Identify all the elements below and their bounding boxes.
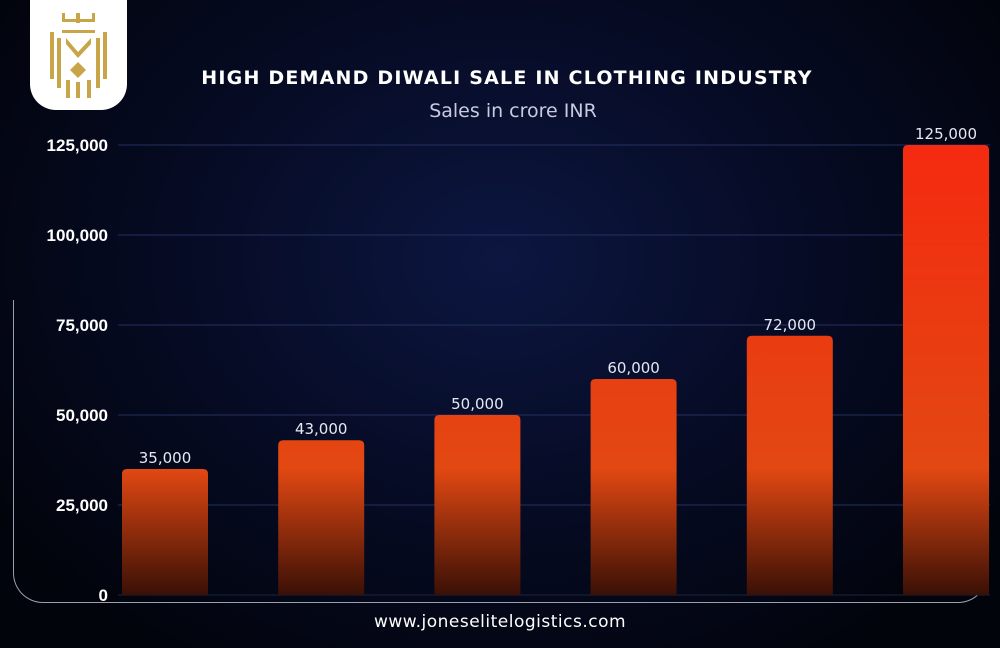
bar: [122, 469, 208, 595]
data-label: 35,000: [139, 449, 192, 467]
y-tick-label: 50,000: [56, 406, 108, 425]
chart-title: HIGH DEMAND DIWALI SALE IN CLOTHING INDU…: [201, 67, 813, 89]
bar: [434, 415, 521, 595]
bar: [746, 335, 833, 595]
y-tick-label: 125,000: [47, 136, 108, 155]
data-label: 125,000: [915, 125, 977, 143]
bar: [278, 440, 365, 595]
bar: [590, 379, 677, 595]
y-tick-label: 100,000: [47, 226, 108, 245]
y-tick-label: 75,000: [56, 316, 108, 335]
y-tick-label: 25,000: [56, 496, 108, 515]
data-label: 60,000: [607, 359, 660, 377]
data-label: 43,000: [295, 420, 348, 438]
footer-url: www.joneselitelogistics.com: [373, 612, 627, 632]
bar: [903, 145, 989, 595]
brand-logo: [30, 0, 127, 110]
data-label: 72,000: [764, 316, 817, 334]
y-tick-label: 0: [99, 586, 108, 605]
lion-crown-icon: [50, 13, 107, 98]
chart-subtitle: Sales in crore INR: [429, 100, 597, 122]
data-label: 50,000: [451, 395, 504, 413]
